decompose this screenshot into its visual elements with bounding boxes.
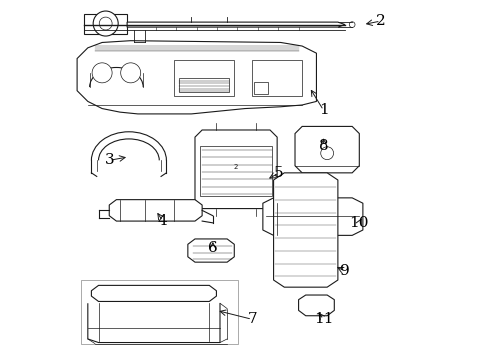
Polygon shape — [92, 285, 217, 301]
Text: 2: 2 — [376, 14, 386, 28]
Bar — [254, 82, 268, 94]
Bar — [306, 259, 327, 270]
Polygon shape — [295, 126, 359, 173]
Polygon shape — [109, 200, 202, 221]
Polygon shape — [298, 251, 334, 276]
Circle shape — [93, 11, 118, 36]
Polygon shape — [195, 130, 277, 208]
Text: 8: 8 — [319, 139, 328, 153]
Circle shape — [99, 17, 112, 30]
Polygon shape — [188, 239, 234, 262]
Polygon shape — [127, 22, 345, 27]
Text: 11: 11 — [314, 312, 333, 326]
Polygon shape — [273, 173, 338, 287]
Text: 5: 5 — [274, 166, 284, 180]
Text: 9: 9 — [340, 264, 350, 278]
Text: 10: 10 — [349, 216, 369, 230]
Text: 2: 2 — [234, 165, 238, 171]
Bar — [200, 146, 272, 196]
Text: 7: 7 — [247, 312, 257, 326]
Text: 6: 6 — [208, 241, 218, 255]
Polygon shape — [298, 295, 334, 316]
Polygon shape — [77, 41, 317, 114]
Bar — [81, 280, 238, 344]
Circle shape — [349, 22, 355, 27]
Bar — [173, 60, 234, 96]
Polygon shape — [84, 14, 127, 33]
Text: 4: 4 — [158, 214, 168, 228]
Circle shape — [92, 63, 112, 83]
Circle shape — [321, 147, 334, 159]
Text: 3: 3 — [104, 153, 114, 167]
Bar — [252, 60, 302, 96]
Text: 1: 1 — [318, 103, 328, 117]
Circle shape — [121, 63, 141, 83]
Polygon shape — [263, 198, 363, 235]
Bar — [179, 78, 229, 93]
